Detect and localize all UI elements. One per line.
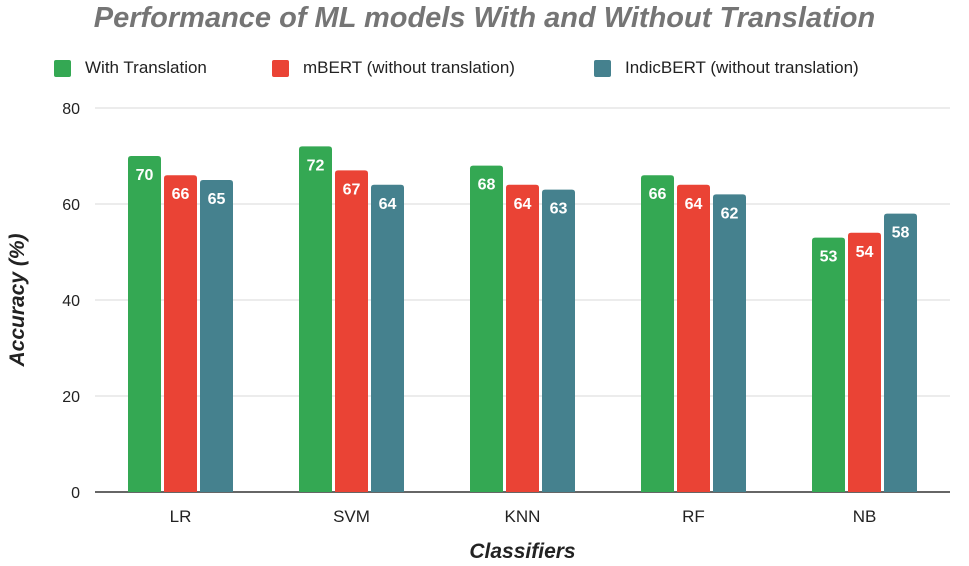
bar (542, 189, 575, 492)
bar-data-label: 67 (343, 181, 361, 198)
x-tick-label: RF (682, 507, 705, 526)
bar-data-label: 58 (892, 225, 910, 242)
bar (641, 175, 674, 492)
bar (128, 156, 161, 492)
bar-data-label: 63 (550, 201, 568, 218)
x-tick-label: LR (170, 507, 192, 526)
bar-data-label: 64 (514, 196, 532, 213)
bar-data-label: 66 (172, 186, 190, 203)
bar (812, 237, 845, 492)
legend-label: IndicBERT (without translation) (625, 58, 859, 77)
bar (200, 180, 233, 492)
bar-data-label: 65 (208, 191, 226, 208)
bar (848, 232, 881, 493)
x-tick-label: KNN (505, 507, 541, 526)
bar (335, 170, 368, 492)
legend-item-with-translation[interactable]: With Translation (54, 54, 207, 82)
legend-swatch-icon (594, 59, 611, 77)
y-tick-label: 20 (62, 389, 80, 406)
bar-data-label: 72 (307, 157, 325, 174)
legend-item-mbert[interactable]: mBERT (without translation) (272, 54, 515, 82)
x-axis-title: Classifiers (469, 540, 575, 563)
bar (884, 213, 917, 492)
bar (470, 165, 503, 492)
bar (371, 184, 404, 493)
bar (299, 146, 332, 492)
y-axis-title: Accuracy (%) (6, 233, 29, 367)
y-tick-label: 80 (62, 101, 80, 118)
bar-data-label: 66 (649, 186, 667, 203)
chart-title: Performance of ML models With and Withou… (93, 2, 876, 34)
legend-swatch-icon (272, 59, 289, 77)
y-tick-label: 0 (71, 485, 80, 502)
bar-data-label: 54 (856, 244, 874, 261)
legend-label: mBERT (without translation) (303, 58, 515, 77)
x-tick-label: NB (853, 507, 877, 526)
bar (713, 194, 746, 492)
bar-data-label: 68 (478, 177, 496, 194)
bar (677, 184, 710, 493)
bar (506, 184, 539, 493)
legend-swatch-icon (54, 59, 71, 77)
bar (164, 175, 197, 492)
legend-label: With Translation (85, 58, 207, 77)
y-tick-label: 60 (62, 197, 80, 214)
y-tick-label: 40 (62, 293, 80, 310)
x-tick-label: SVM (333, 507, 370, 526)
bar-data-label: 62 (721, 205, 739, 222)
legend-item-indicbert[interactable]: IndicBERT (without translation) (594, 54, 859, 82)
bar-data-label: 64 (379, 196, 397, 213)
bar-data-label: 64 (685, 196, 703, 213)
bar-data-label: 53 (820, 249, 838, 266)
bar-data-label: 70 (136, 167, 154, 184)
legend: With Translation mBERT (without translat… (0, 54, 969, 82)
